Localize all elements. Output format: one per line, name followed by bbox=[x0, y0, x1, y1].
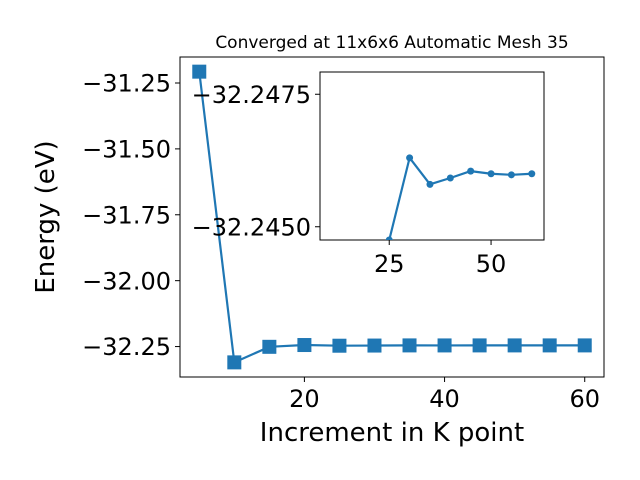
main-data-point bbox=[262, 339, 277, 354]
main-y-tick-label: −31.25 bbox=[82, 70, 171, 98]
inset-y-ticks: −32.2475 −32.2450 bbox=[192, 81, 320, 241]
main-data-point bbox=[227, 355, 242, 370]
main-data-point bbox=[332, 338, 347, 353]
inset-y-tick-label: −32.2450 bbox=[192, 213, 311, 241]
main-data-point bbox=[367, 338, 382, 353]
inset-data-point bbox=[487, 170, 495, 178]
main-chart-title: Converged at 11x6x6 Automatic Mesh 35 bbox=[215, 33, 568, 53]
inset-data-point bbox=[467, 167, 475, 175]
inset-plot-frame bbox=[319, 71, 545, 241]
inset-data-point bbox=[406, 154, 414, 162]
inset-plot: 25 50 −32.2475 −32.2450 bbox=[192, 71, 545, 278]
main-y-tick-label: −32.25 bbox=[82, 333, 171, 361]
main-data-point bbox=[472, 338, 487, 353]
main-plot-frame bbox=[179, 56, 605, 378]
main-data-point bbox=[297, 338, 312, 353]
main-plot: Converged at 11x6x6 Automatic Mesh 35 In… bbox=[31, 33, 605, 448]
main-y-tick-label: −32.00 bbox=[82, 267, 171, 295]
inset-data-point bbox=[446, 174, 454, 182]
main-data-point bbox=[507, 338, 522, 353]
main-data-point bbox=[192, 64, 207, 79]
main-series bbox=[192, 64, 592, 370]
main-y-tick-label: −31.75 bbox=[82, 201, 171, 229]
inset-x-tick-label: 50 bbox=[476, 250, 507, 278]
inset-data-point bbox=[507, 171, 515, 179]
main-data-point bbox=[542, 338, 557, 353]
inset-series bbox=[385, 154, 536, 240]
inset-data-point bbox=[426, 180, 434, 188]
inset-x-tick-label: 25 bbox=[374, 250, 405, 278]
main-y-tick-label: −31.50 bbox=[82, 136, 171, 164]
main-x-tick-label: 60 bbox=[569, 385, 600, 413]
main-x-ticks: 20 40 60 bbox=[289, 377, 600, 413]
inset-x-ticks: 25 50 bbox=[374, 240, 506, 278]
main-data-point bbox=[577, 338, 592, 353]
main-x-axis-label: Increment in K point bbox=[260, 418, 524, 448]
main-x-tick-label: 20 bbox=[289, 385, 320, 413]
main-data-point bbox=[402, 338, 417, 353]
inset-data-point bbox=[385, 236, 393, 240]
main-x-tick-label: 40 bbox=[429, 385, 460, 413]
inset-data-point bbox=[528, 170, 536, 178]
inset-y-tick-label: −32.2475 bbox=[192, 81, 311, 109]
main-data-point bbox=[437, 338, 452, 353]
main-y-axis-label: Energy (eV) bbox=[31, 140, 61, 293]
main-y-ticks: −31.25 −31.50 −31.75 −32.00 −32.25 bbox=[82, 70, 180, 361]
